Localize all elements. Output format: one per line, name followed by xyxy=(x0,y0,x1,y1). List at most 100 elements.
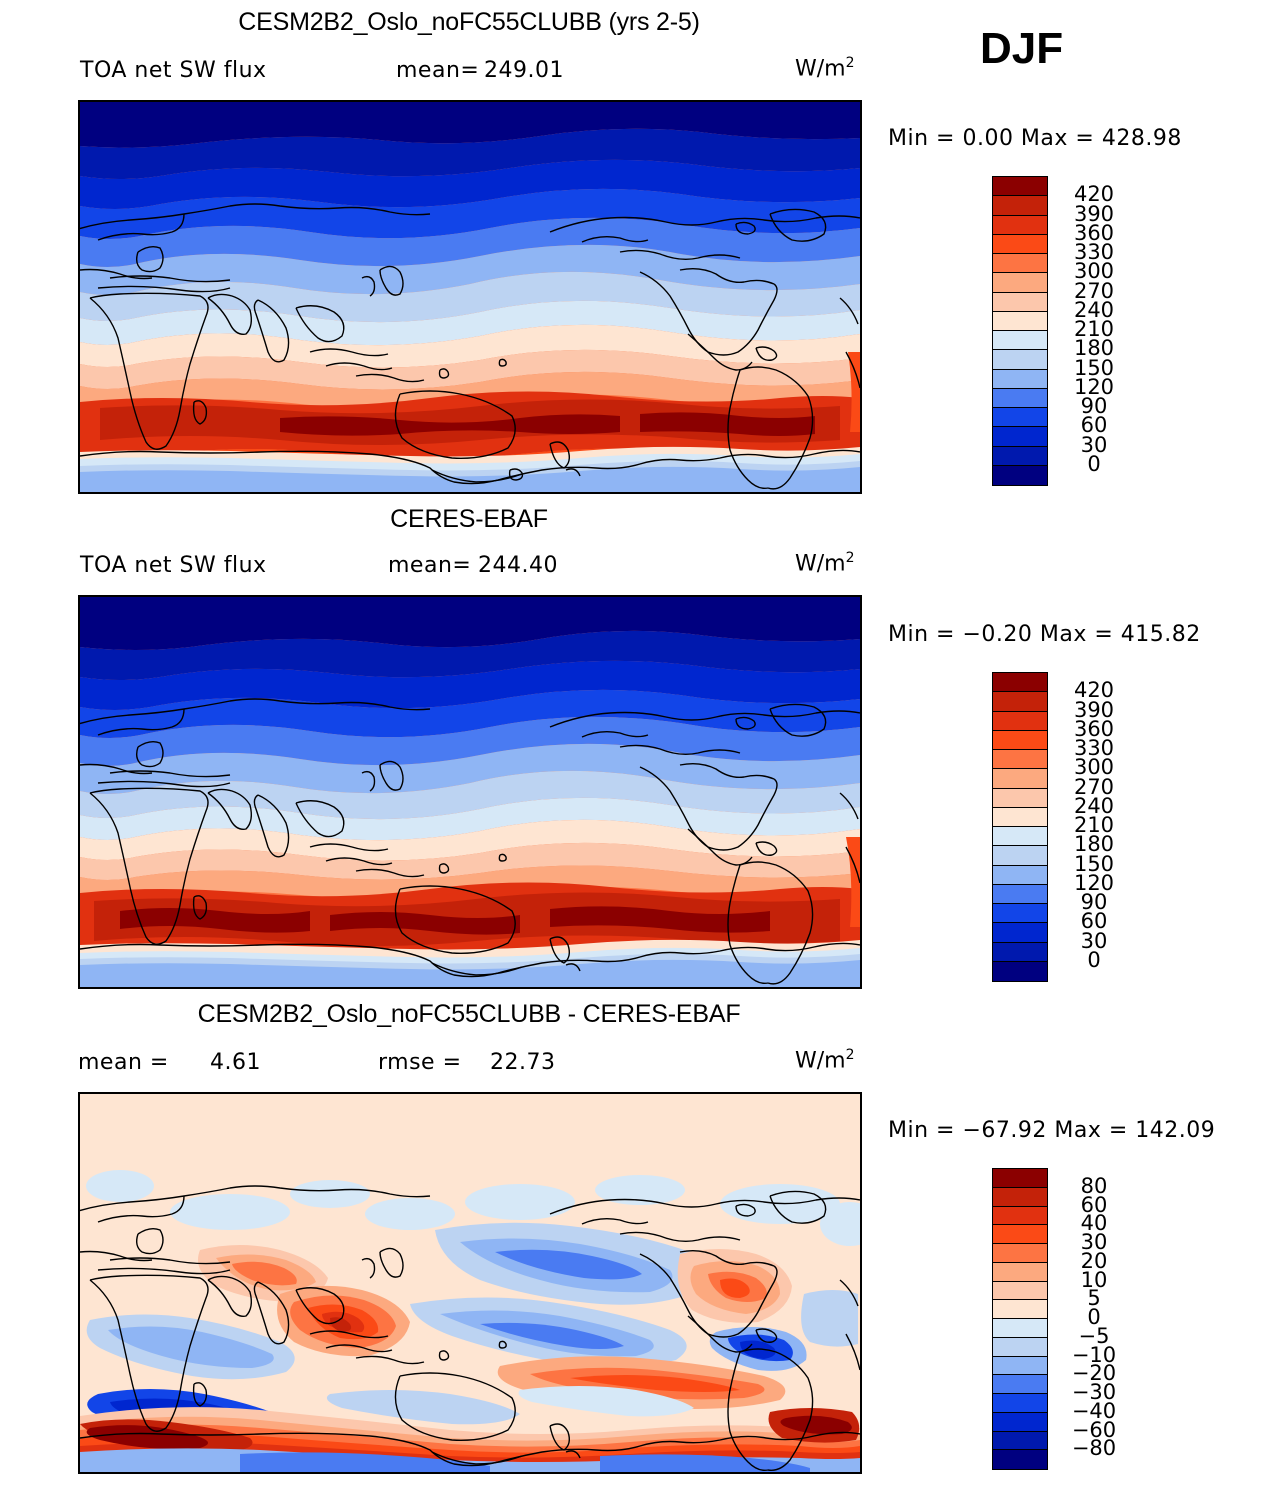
colorbar-swatch xyxy=(993,311,1047,331)
colorbar-swatch xyxy=(993,827,1047,847)
colorbar-swatch xyxy=(993,427,1047,447)
colorbar-tick-label: 90 xyxy=(1080,890,1108,914)
colorbar-tick-label: 40 xyxy=(1080,1211,1108,1236)
map-canvas-model xyxy=(80,102,860,492)
colorbar-swatch xyxy=(993,750,1047,770)
colorbar-swatch xyxy=(993,350,1047,370)
colorbar-swatch xyxy=(993,884,1047,904)
panel-title-model: CESM2B2_Oslo_noFC55CLUBB (yrs 2-5) xyxy=(238,8,700,36)
colorbar-obs: 420 390 360 330 300 270 240 210 180 150 120 90 60 30 0 xyxy=(992,672,1172,982)
colorbar-swatch xyxy=(993,942,1047,962)
panel-mean-label-diff: mean = xyxy=(78,1050,169,1075)
colorbar-tick-label: −20 xyxy=(1071,1361,1117,1386)
colorbar-tick-label: 0 xyxy=(1087,947,1101,972)
units-exponent: 2 xyxy=(845,550,855,566)
contour-fill-model xyxy=(80,102,860,492)
colorbar-swatches-model xyxy=(992,176,1048,486)
colorbar-swatch xyxy=(993,408,1047,428)
colorbar-swatch xyxy=(993,1394,1047,1413)
colorbar-tick-label: 30 xyxy=(1080,432,1108,457)
panel-title-diff: CESM2B2_Oslo_noFC55CLUBB - CERES-EBAF xyxy=(197,1000,741,1028)
colorbar-tick-label: 90 xyxy=(1080,394,1108,418)
colorbar-swatch xyxy=(993,465,1047,485)
units-text: W/m xyxy=(795,56,846,82)
panel-mean-value-obs: 244.40 xyxy=(478,553,558,578)
contour-fill-diff xyxy=(80,1094,860,1472)
map-canvas-diff xyxy=(80,1094,860,1472)
colorbar-swatch xyxy=(993,1225,1047,1244)
panel-units-model: W/m2 xyxy=(795,55,855,81)
colorbar-swatch xyxy=(993,692,1047,712)
colorbar-ticks-obs: 420 390 360 330 300 270 240 210 180 150 120 90 60 30 0 xyxy=(1056,672,1166,982)
colorbar-swatch xyxy=(993,673,1047,693)
colorbar-swatch xyxy=(993,446,1047,466)
colorbar-tick-label: −30 xyxy=(1071,1380,1117,1404)
colorbar-tick-label: 60 xyxy=(1080,413,1108,438)
colorbar-swatch xyxy=(993,215,1047,235)
panel-variable-label-model: TOA net SW flux xyxy=(80,58,267,83)
map-canvas-obs xyxy=(80,597,860,987)
panel-mean-label-model: mean= xyxy=(396,58,480,83)
colorbar-swatch xyxy=(993,273,1047,293)
colorbar-tick-label: 390 xyxy=(1073,201,1115,226)
colorbar-swatch xyxy=(993,788,1047,808)
season-label: DJF xyxy=(980,24,1064,73)
colorbar-tick-label: 0 xyxy=(1087,1305,1101,1329)
panel-mean-value-diff: 4.61 xyxy=(210,1050,261,1075)
colorbar-swatch xyxy=(993,1356,1047,1376)
colorbar-swatch xyxy=(993,923,1047,943)
coastlines-model xyxy=(80,203,860,490)
colorbar-swatch xyxy=(993,1412,1047,1432)
colorbar-tick-label: −80 xyxy=(1071,1436,1117,1461)
colorbar-tick-label: 270 xyxy=(1073,278,1115,303)
colorbar-tick-label: 30 xyxy=(1080,1230,1108,1254)
colorbar-tick-label: 120 xyxy=(1073,374,1115,399)
colorbar-tick-label: 180 xyxy=(1073,832,1115,857)
colorbar-swatch xyxy=(993,1244,1047,1263)
colorbar-tick-label: 30 xyxy=(1080,928,1108,953)
minmax-obs: Min = −0.20 Max = 415.82 xyxy=(888,622,1201,647)
colorbar-swatches-diff xyxy=(992,1168,1048,1470)
colorbar-tick-label: 360 xyxy=(1073,220,1115,245)
panel-units-diff: W/m2 xyxy=(795,1047,855,1073)
colorbar-swatch xyxy=(993,865,1047,885)
colorbar-tick-label: −60 xyxy=(1071,1417,1117,1442)
colorbar-tick-label: −10 xyxy=(1071,1342,1117,1367)
colorbar-tick-label: 150 xyxy=(1073,355,1115,380)
minmax-diff: Min = −67.92 Max = 142.09 xyxy=(888,1118,1216,1143)
colorbar-tick-label: 360 xyxy=(1073,716,1115,741)
colorbar-tick-label: 5 xyxy=(1087,1286,1101,1311)
colorbar-tick-label: −40 xyxy=(1071,1398,1117,1423)
map-obs xyxy=(78,595,862,989)
colorbar-swatch xyxy=(993,1319,1047,1338)
colorbar-tick-label: 10 xyxy=(1080,1267,1108,1292)
colorbar-tick-label: −5 xyxy=(1078,1323,1110,1348)
colorbar-tick-label: 390 xyxy=(1073,697,1115,722)
colorbar-tick-label: 150 xyxy=(1073,851,1115,876)
colorbar-tick-label: 300 xyxy=(1073,755,1115,780)
colorbar-swatch xyxy=(993,1262,1047,1282)
colorbar-diff: 80 60 40 30 20 10 5 0 −5 −10 −20 −30 −40 −60 −80 xyxy=(992,1168,1172,1470)
panel-title-obs: CERES-EBAF xyxy=(390,505,548,533)
colorbar-swatch xyxy=(993,1337,1047,1357)
colorbar-tick-label: 60 xyxy=(1080,909,1108,934)
panel-mean-label-obs: mean= xyxy=(388,553,472,578)
colorbar-tick-label: 210 xyxy=(1073,317,1115,341)
map-model xyxy=(78,100,862,494)
colorbar-tick-label: 270 xyxy=(1073,774,1115,799)
coastlines-diff xyxy=(80,1185,860,1472)
colorbar-swatch xyxy=(993,1206,1047,1226)
colorbar-swatch xyxy=(993,234,1047,254)
colorbar-swatch xyxy=(993,904,1047,924)
colorbar-swatch xyxy=(993,177,1047,197)
colorbar-tick-label: 240 xyxy=(1073,297,1115,322)
panel-rmse-label-diff: rmse = xyxy=(378,1050,462,1075)
contour-fill-obs xyxy=(80,597,860,987)
colorbar-swatch xyxy=(993,807,1047,827)
colorbar-swatch xyxy=(993,1281,1047,1301)
colorbar-swatch xyxy=(993,769,1047,789)
panel-rmse-value-diff: 22.73 xyxy=(490,1050,556,1075)
colorbar-tick-label: 80 xyxy=(1080,1173,1108,1198)
colorbar-tick-label: 420 xyxy=(1073,182,1115,207)
colorbar-tick-label: 330 xyxy=(1073,240,1115,264)
